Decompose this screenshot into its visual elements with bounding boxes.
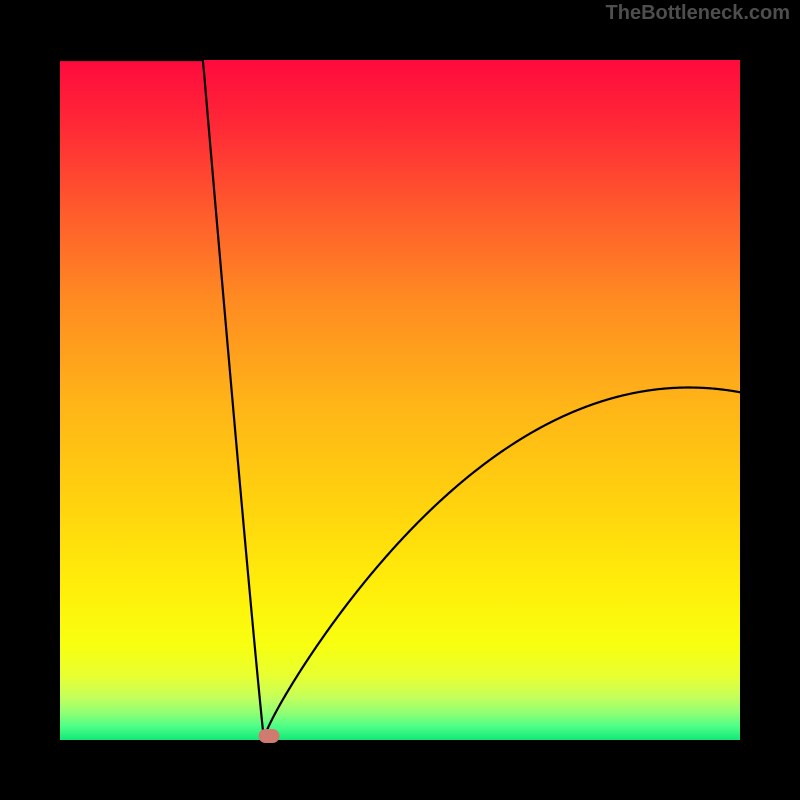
watermark-text: TheBottleneck.com bbox=[606, 2, 790, 25]
stage: TheBottleneck.com bbox=[0, 0, 800, 800]
plot-frame bbox=[30, 30, 770, 770]
bottleneck-curve bbox=[60, 60, 740, 740]
optimum-marker bbox=[258, 729, 279, 743]
